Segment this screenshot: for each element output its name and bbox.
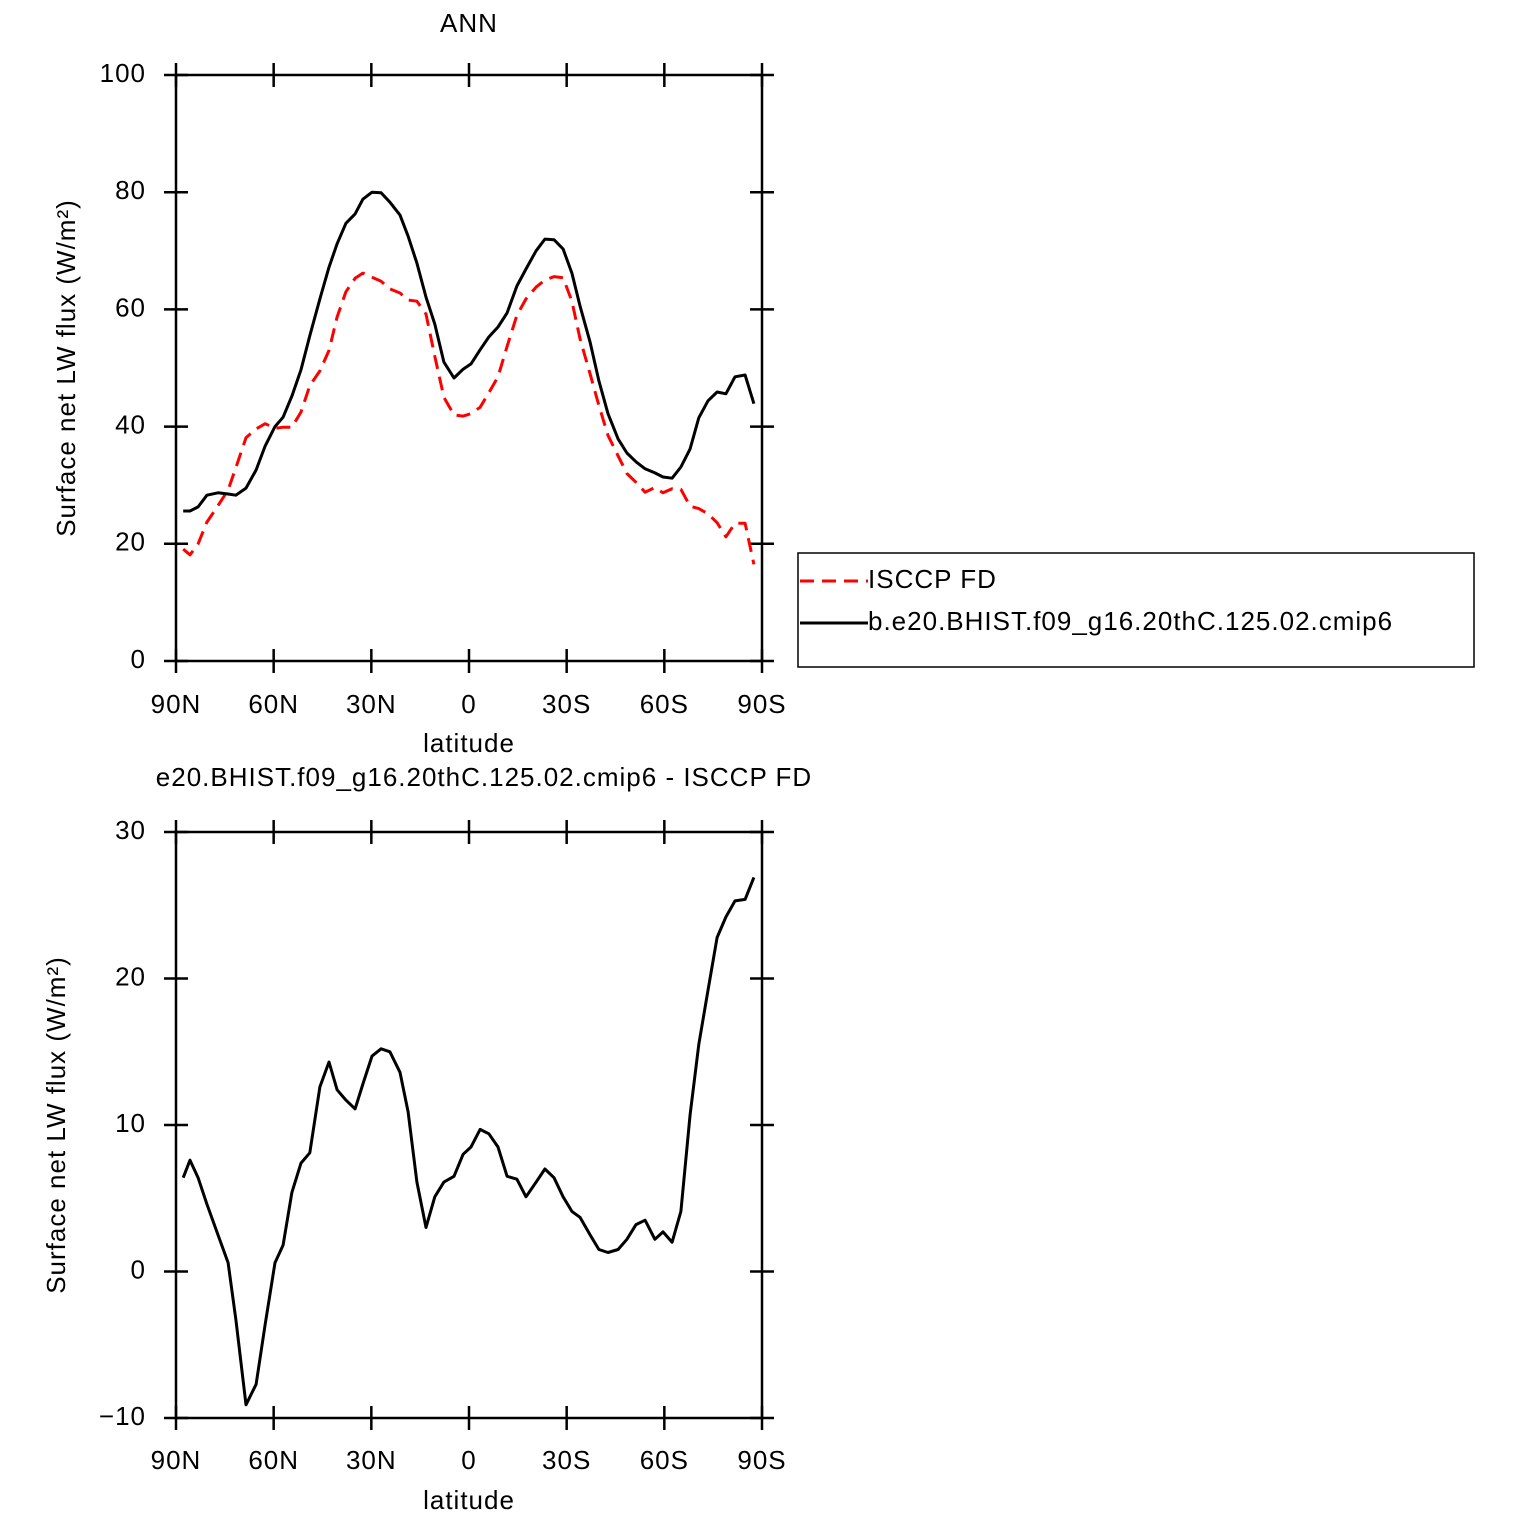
series-line [181,876,756,1407]
x-tick-label: 30N [346,1445,397,1475]
chart-title: ANN [440,8,498,38]
x-tick-label: 90N [151,689,202,719]
x-tick-label: 30S [542,689,591,719]
y-tick-label: −10 [99,1401,146,1431]
legend-label: b.e20.BHIST.f09_g16.20thC.125.02.cmip6 [868,606,1393,636]
x-tick-label: 90S [737,689,786,719]
y-tick-label: 80 [115,175,146,205]
plot-frame [174,73,764,663]
y-tick-label: 60 [115,292,146,322]
x-axis-label: latitude [423,728,515,758]
y-tick-label: 40 [115,409,146,439]
x-tick-label: 60S [640,1445,689,1475]
x-tick-label: 60S [640,689,689,719]
chart-title: e20.BHIST.f09_g16.20thC.125.02.cmip6 - I… [156,762,812,792]
x-axis-label: latitude [423,1485,515,1515]
x-tick-label: 0 [461,1445,476,1475]
y-tick-label: 30 [115,815,146,845]
y-tick-label: 100 [100,58,146,88]
legend-label: ISCCP FD [868,564,997,594]
x-tick-label: 60N [248,689,299,719]
x-tick-label: 0 [461,689,476,719]
y-tick-label: 0 [131,644,146,674]
y-tick-label: 10 [115,1108,146,1138]
legend-box [797,552,1475,668]
series-line [183,190,756,513]
x-tick-label: 90S [737,1445,786,1475]
legend: ISCCP FD b.e20.BHIST.f09_g16.20thC.125.02… [797,552,1475,668]
x-tick-label: 90N [151,1445,202,1475]
y-axis-label: Surface net LW flux (W/m²) [41,956,71,1294]
y-axis-label: Surface net LW flux (W/m²) [51,199,81,537]
y-tick-label: 0 [131,1254,146,1284]
y-tick-label: 20 [115,527,146,557]
y-tick-label: 20 [115,961,146,991]
x-tick-label: 30N [346,689,397,719]
x-tick-label: 30S [542,1445,591,1475]
series-line [182,271,756,565]
x-tick-label: 60N [248,1445,299,1475]
